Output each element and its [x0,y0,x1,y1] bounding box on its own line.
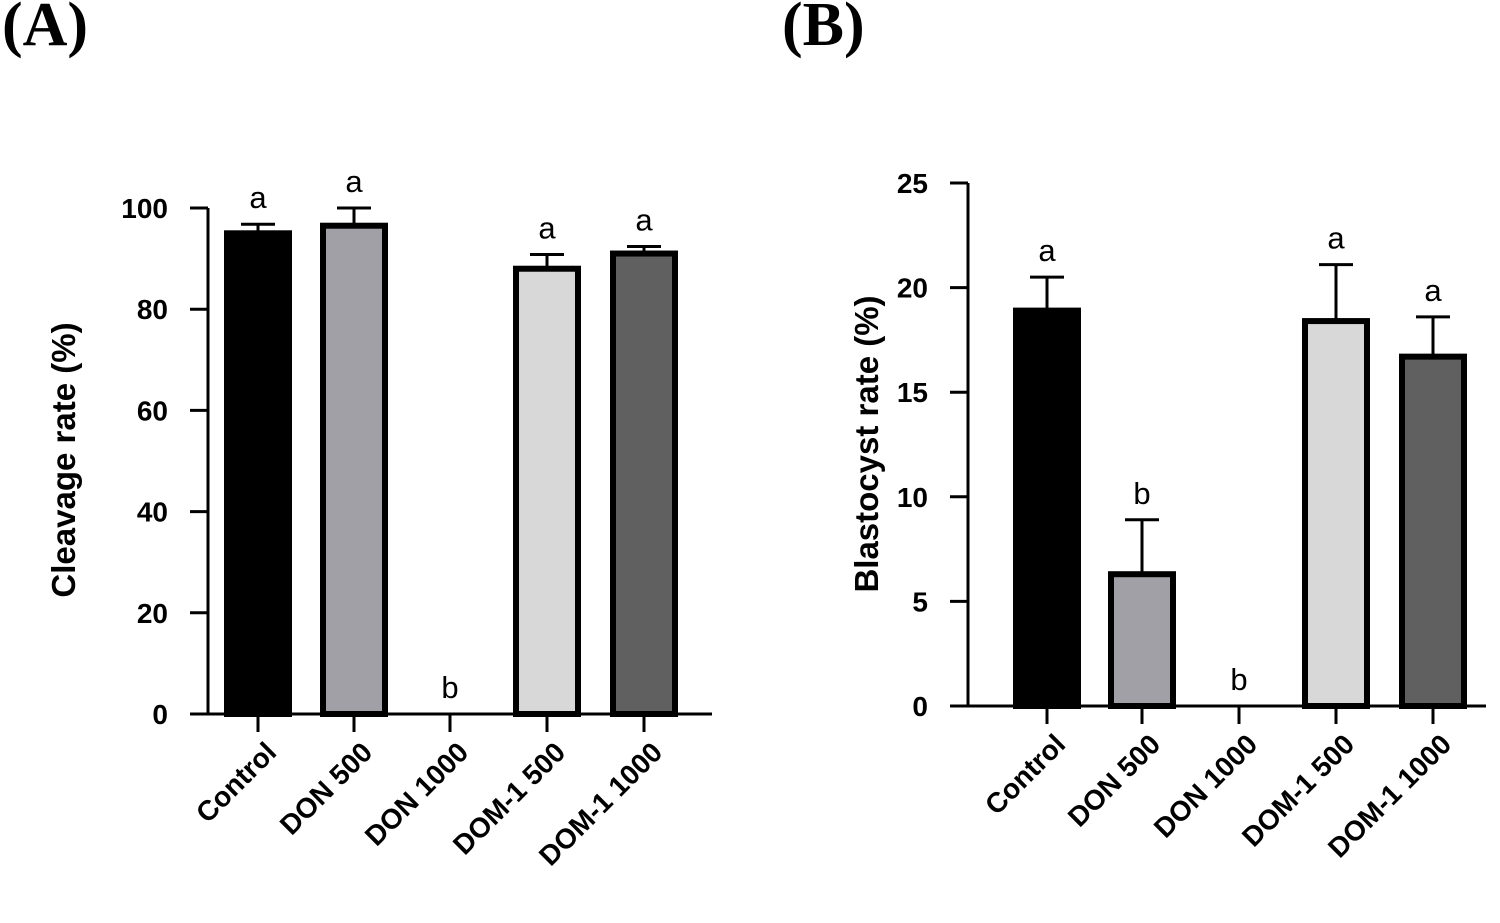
y-tick-label: 40 [137,497,168,528]
y-tick-label: 20 [137,598,168,629]
y-tick-label: 80 [137,294,168,325]
significance-control: a [249,180,267,215]
x-tick-label-don-500: DON 500 [1062,728,1166,832]
y-tick-label: 100 [121,193,168,224]
bar-don-500 [1108,571,1176,709]
significance-don-1000: b [1230,662,1247,697]
significance-don-1000: b [441,670,458,705]
significance-don-500: a [345,164,363,199]
bar-dom-1-1000 [1399,353,1467,709]
significance-dom-1-1000: a [635,202,653,237]
x-tick-label-control: Control [979,728,1071,820]
y-tick-label: 5 [912,586,928,617]
y-tick-label: 0 [912,691,928,722]
y-tick-label: 20 [897,273,928,304]
significance-don-500: b [1133,476,1150,511]
significance-dom-1-500: a [538,211,556,246]
y-tick-label: 15 [897,377,928,408]
significance-control: a [1038,233,1056,268]
bar-control [1013,307,1081,709]
bar-dom-1-500 [513,265,581,717]
y-tick-label: 10 [897,482,928,513]
significance-dom-1-500: a [1327,221,1345,256]
bar-dom-1-1000 [610,250,678,717]
bar-dom-1-500 [1302,318,1370,709]
y-axis-label: Blastocyst rate (%) [848,295,885,592]
panel-a-label: (A) [2,0,89,59]
panel-b-label: (B) [782,0,865,59]
y-tick-label: 0 [152,699,168,730]
y-tick-label: 25 [897,168,928,199]
y-tick-label: 60 [137,395,168,426]
bar-control [224,230,292,718]
y-axis-label: Cleavage rate (%) [45,322,82,597]
significance-dom-1-1000: a [1424,273,1442,308]
